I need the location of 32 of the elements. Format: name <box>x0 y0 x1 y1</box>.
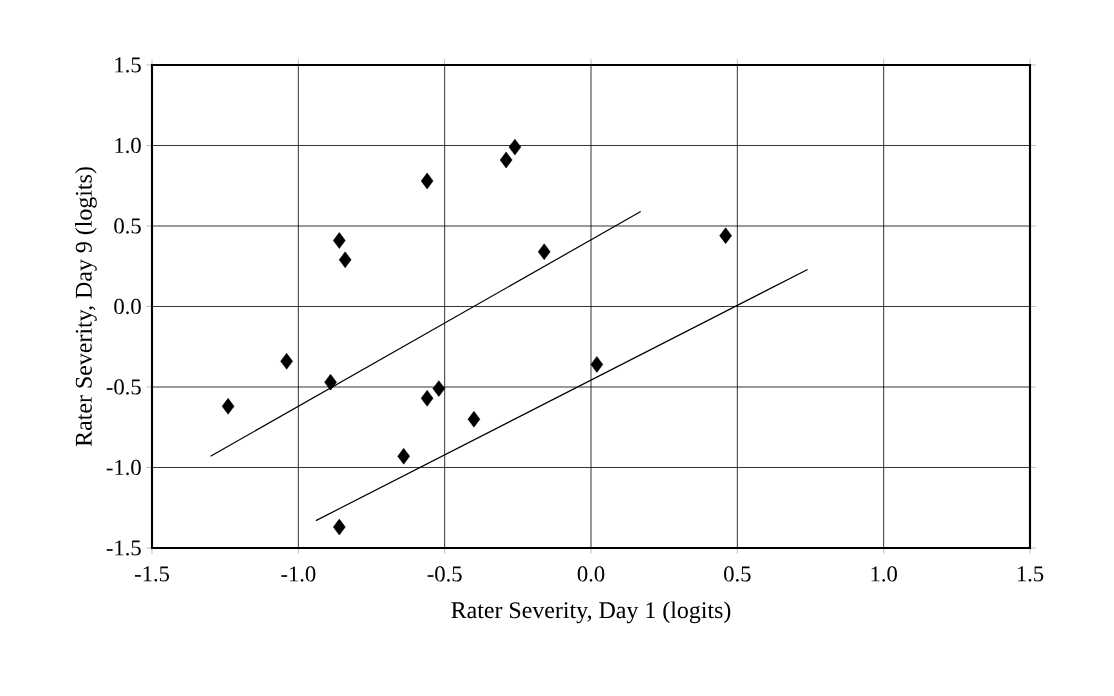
point <box>338 251 352 269</box>
y-tick-label: -1.5 <box>106 540 141 556</box>
y-tick-label: 1.5 <box>115 57 141 73</box>
y-tick-label: 0.0 <box>114 298 141 315</box>
x-tick-label: 0.5 <box>724 566 751 582</box>
point <box>590 356 604 373</box>
point <box>221 398 235 415</box>
point <box>397 447 410 465</box>
x-tick-label: -0.5 <box>427 566 462 582</box>
x-tick-label: -1.5 <box>134 566 169 582</box>
point <box>467 410 481 428</box>
point <box>508 138 522 156</box>
point <box>719 227 732 244</box>
x-tick-label: 1.0 <box>871 566 897 582</box>
point <box>280 353 293 370</box>
y-tick-label: 0.5 <box>114 218 141 234</box>
point <box>432 380 446 397</box>
x-axis-title: Rater Severity, Day 1 (logits) <box>451 601 731 624</box>
y-axis-title: Rater Severity, Day 9 (logits) <box>75 167 97 447</box>
point <box>420 390 434 407</box>
point <box>499 151 513 169</box>
point <box>537 243 551 260</box>
y-tick-label: 1.0 <box>115 137 141 154</box>
y-tick-label: -1.0 <box>106 459 141 476</box>
x-tick-label: 1.5 <box>1017 566 1044 582</box>
x-tick-label: 0.0 <box>577 566 605 582</box>
point <box>420 172 434 190</box>
point <box>333 232 346 249</box>
y-tick-label: -0.5 <box>106 379 141 395</box>
point <box>333 518 346 536</box>
x-tick-label: -1.0 <box>281 566 316 582</box>
point <box>324 373 337 391</box>
